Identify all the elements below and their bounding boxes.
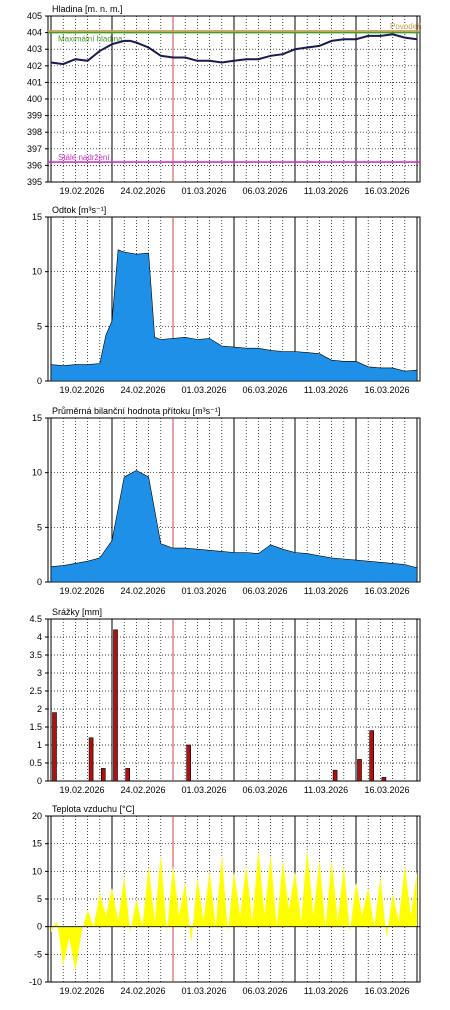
reference-line-label: Stálé nadržení <box>58 153 110 162</box>
precip-bar <box>186 744 191 782</box>
y-tick-label: 0 <box>37 922 42 932</box>
x-tick-label: 01.03.2026 <box>181 986 226 996</box>
x-tick-label: 11.03.2026 <box>304 785 348 795</box>
y-tick-label: 1.5 <box>29 722 42 732</box>
chart-title: Průměrná bilanční hodnota přítoku [m³s⁻¹… <box>52 406 220 416</box>
level-line <box>50 33 418 66</box>
x-tick-label: 16.03.2026 <box>364 986 409 996</box>
x-tick-label: 06.03.2026 <box>242 785 287 795</box>
y-tick-label: 10 <box>32 267 42 277</box>
y-tick-label: 5 <box>37 894 42 904</box>
x-tick-label: 19.02.2026 <box>59 986 104 996</box>
chart-title: Teplota vzduchu [°C] <box>52 804 135 814</box>
chart-precip: Srážky [mm] 0 0.5 1 1.5 2 2.5 3 3.5 4 4.5 19.02.202… <box>29 607 421 795</box>
chart-title: Odtok [m³s⁻¹] <box>52 205 106 215</box>
y-tick-label: 399 <box>27 111 42 121</box>
x-tick-label: 24.02.2026 <box>120 785 165 795</box>
x-tick-label: 16.03.2026 <box>364 785 409 795</box>
x-tick-label: 06.03.2026 <box>242 385 287 395</box>
x-tick-label: 06.03.2026 <box>242 186 287 196</box>
y-tick-label: 401 <box>27 77 42 87</box>
y-tick-label: 4.5 <box>29 614 42 624</box>
x-tick-label: 06.03.2026 <box>242 586 287 596</box>
y-tick-label: 10 <box>32 468 42 478</box>
x-tick-label: 19.02.2026 <box>59 785 104 795</box>
y-tick-label: 402 <box>27 61 42 71</box>
y-tick-label: 403 <box>27 44 42 54</box>
chart-level: Hladina [m. n. m.] 395 396 397 398 399 400 401 4… <box>27 4 422 196</box>
y-tick-label: 405 <box>27 11 42 21</box>
y-tick-label: 5 <box>37 321 42 331</box>
y-tick-label: 15 <box>32 212 42 222</box>
y-tick-label: 3.5 <box>29 650 42 660</box>
x-tick-label: 24.02.2026 <box>120 186 165 196</box>
x-tick-label: 16.03.2026 <box>364 586 409 596</box>
x-tick-label: 11.03.2026 <box>304 586 348 596</box>
x-tick-label: 19.02.2026 <box>59 385 104 395</box>
x-tick-label: 01.03.2026 <box>181 385 226 395</box>
precip-bar <box>88 737 94 782</box>
y-tick-label: 400 <box>27 94 42 104</box>
inflow-area <box>50 470 418 583</box>
reference-line-label: Povodeň <box>390 22 422 31</box>
precip-bar <box>369 730 375 782</box>
x-tick-label: 16.03.2026 <box>364 385 409 395</box>
y-tick-label: 2.5 <box>29 686 42 696</box>
y-tick-label: 5 <box>37 522 42 532</box>
precip-bar <box>357 759 362 782</box>
x-tick-label: 11.03.2026 <box>304 986 348 996</box>
x-tick-label: 01.03.2026 <box>181 586 226 596</box>
chart-title: Srážky [mm] <box>52 607 102 617</box>
y-tick-label: 0 <box>37 776 42 786</box>
precip-bar <box>52 712 57 782</box>
precip-bar <box>332 769 338 782</box>
x-tick-label: 01.03.2026 <box>181 785 226 795</box>
y-tick-label: 0 <box>37 577 42 587</box>
x-tick-label: 16.03.2026 <box>364 186 409 196</box>
chart-inflow: Průměrná bilanční hodnota přítoku [m³s⁻¹… <box>32 406 421 596</box>
y-tick-label: 398 <box>27 127 42 137</box>
y-tick-label: 0 <box>37 376 42 386</box>
y-tick-label: 2 <box>37 704 42 714</box>
outflow-area <box>50 249 418 382</box>
x-tick-label: 24.02.2026 <box>120 986 165 996</box>
y-tick-label: -5 <box>34 949 42 959</box>
y-tick-label: 3 <box>37 668 42 678</box>
y-tick-label: 20 <box>32 811 42 821</box>
y-tick-label: 0.5 <box>29 758 42 768</box>
precip-bar <box>113 629 118 782</box>
x-tick-label: 01.03.2026 <box>181 186 226 196</box>
x-tick-label: 19.02.2026 <box>59 586 104 596</box>
chart-outflow: Odtok [m³s⁻¹] 0 5 10 15 19.02.2026 24.02.2026 0… <box>32 205 421 395</box>
y-tick-label: 397 <box>27 144 42 154</box>
x-tick-label: 19.02.2026 <box>59 186 104 196</box>
x-tick-label: 24.02.2026 <box>120 385 165 395</box>
y-tick-label: 10 <box>32 866 42 876</box>
y-tick-label: 4 <box>37 632 42 642</box>
reference-line-label: Maximální hladina <box>58 35 123 44</box>
y-tick-label: 396 <box>27 160 42 170</box>
y-tick-label: 404 <box>27 28 42 38</box>
y-tick-label: 1 <box>37 740 42 750</box>
precip-bar <box>381 777 387 782</box>
y-tick-label: 15 <box>32 413 42 423</box>
precip-bar <box>125 768 130 782</box>
precip-bar <box>101 768 106 782</box>
x-tick-label: 11.03.2026 <box>304 385 348 395</box>
y-tick-label: 395 <box>27 177 42 187</box>
temp-area <box>51 849 417 971</box>
chart-title: Hladina [m. n. m.] <box>52 4 123 14</box>
x-tick-label: 24.02.2026 <box>120 586 165 596</box>
x-tick-label: 11.03.2026 <box>304 186 348 196</box>
y-tick-label: -10 <box>29 977 42 987</box>
y-tick-label: 15 <box>32 839 42 849</box>
chart-temp: Teplota vzduchu [°C] -10 -5 0 5 10 15 20 19.02.2… <box>29 804 421 996</box>
x-tick-label: 06.03.2026 <box>242 986 287 996</box>
